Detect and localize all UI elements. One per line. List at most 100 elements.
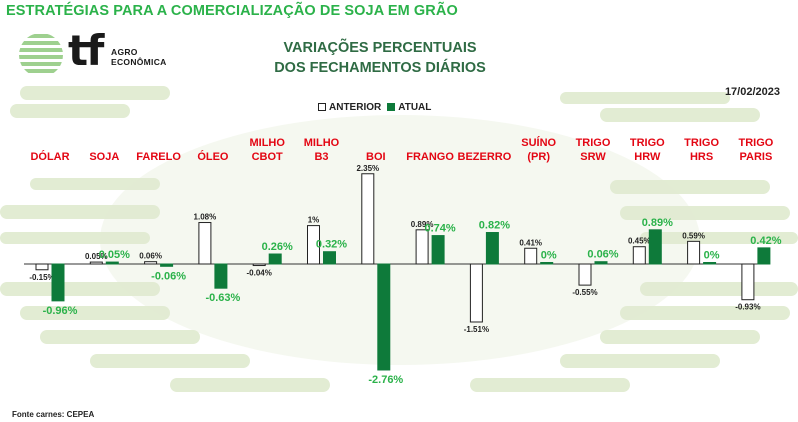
- background-band-6: [0, 205, 160, 219]
- bar-atual: [51, 263, 65, 302]
- data-label-anterior: 0.45%: [628, 237, 651, 246]
- bar-anterior: [469, 263, 483, 323]
- data-label-atual: 0.06%: [587, 249, 618, 261]
- background-band-19: [470, 378, 630, 392]
- bar-atual: [377, 263, 391, 371]
- page-title: ESTRATÉGIAS PARA A COMERCIALIZAÇÃO DE SO…: [6, 3, 458, 19]
- background-band-11: [640, 282, 798, 296]
- data-label-atual: 0.82%: [479, 220, 510, 232]
- logo-line-1: AGRO: [111, 47, 138, 57]
- background-ellipse: [100, 115, 700, 365]
- background-band-15: [600, 330, 760, 344]
- data-label-anterior: 2.35%: [356, 164, 379, 173]
- bar-anterior: [415, 229, 429, 265]
- logo-line-2: ECONÔMICA: [111, 57, 167, 67]
- category-label: FARELO: [136, 151, 181, 163]
- data-label-anterior: 0.59%: [682, 231, 705, 240]
- data-label-anterior: 1%: [308, 216, 320, 225]
- bar-anterior: [687, 240, 701, 265]
- data-label-anterior: -0.15%: [29, 273, 54, 282]
- bar-atual: [160, 263, 174, 267]
- category-label: HRW: [634, 151, 661, 163]
- logo-mark-text: tf: [68, 26, 104, 75]
- bar-atual: [323, 251, 336, 265]
- data-label-atual: 0.05%: [99, 249, 130, 261]
- logo-stripes-icon: [19, 34, 63, 73]
- background-band-18: [170, 378, 330, 392]
- data-label-atual: 0.26%: [262, 241, 293, 253]
- bar-atual: [540, 262, 554, 265]
- legend-label-anterior: ANTERIOR: [329, 102, 382, 113]
- legend-swatch-green-icon: [387, 103, 396, 111]
- background-band-5: [610, 180, 770, 194]
- category-label: SOJA: [89, 151, 119, 163]
- category-label: B3: [314, 151, 328, 163]
- category-label: BOI: [366, 151, 386, 163]
- data-label-atual: 0%: [704, 250, 720, 262]
- bar-atual: [485, 232, 499, 265]
- bar-anterior: [361, 173, 375, 265]
- legend-label-atual: ATUAL: [398, 102, 432, 113]
- data-label-anterior: -1.51%: [464, 325, 489, 334]
- data-label-atual: 0.89%: [642, 217, 673, 229]
- category-label: TRIGO: [738, 137, 773, 149]
- bar-atual: [214, 263, 228, 289]
- data-label-atual: 0.74%: [424, 223, 455, 235]
- category-label: (PR): [527, 151, 550, 163]
- category-label: TRIGO: [630, 137, 665, 149]
- background-band-1: [10, 104, 130, 118]
- category-label: HRS: [690, 151, 713, 163]
- bar-atual: [268, 253, 282, 265]
- data-label-anterior: -0.93%: [735, 303, 760, 312]
- background-band-10: [0, 282, 160, 296]
- category-label: MILHO: [304, 137, 340, 149]
- data-label-atual: 0.42%: [750, 235, 781, 247]
- bar-anterior: [35, 263, 49, 271]
- bar-anterior: [632, 246, 646, 265]
- bar-anterior: [198, 222, 212, 265]
- category-label: PARIS: [739, 151, 772, 163]
- chart-title: VARIAÇÕES PERCENTUAIS DOS FECHAMENTOS DI…: [230, 38, 530, 78]
- category-label: SUÍNO: [521, 136, 556, 149]
- background-band-12: [20, 306, 170, 320]
- data-label-anterior: 1.08%: [194, 213, 217, 222]
- category-label: CBOT: [252, 151, 283, 163]
- background-band-0: [20, 86, 170, 100]
- category-label: TRIGO: [684, 137, 719, 149]
- background-band-17: [560, 354, 720, 368]
- bar-anterior: [578, 263, 592, 286]
- bar-anterior: [252, 263, 266, 267]
- background-band-9: [640, 232, 798, 244]
- data-label-anterior: 0.06%: [139, 252, 162, 261]
- data-label-atual: 0%: [541, 250, 557, 262]
- background-band-4: [30, 178, 160, 190]
- bar-atual: [105, 261, 119, 265]
- logo-subtitle: AGRO ECONÔMICA: [111, 47, 167, 67]
- background-band-16: [90, 354, 250, 368]
- background-band-3: [600, 108, 760, 122]
- background-band-2: [560, 92, 730, 104]
- data-label-anterior: -0.04%: [247, 269, 272, 278]
- chart-legend: ANTERIOR ATUAL: [318, 102, 431, 113]
- category-label: MILHO: [249, 137, 285, 149]
- chart-title-line-2: DOS FECHAMENTOS DIÁRIOS: [274, 60, 486, 76]
- date-label: 17/02/2023: [724, 86, 780, 98]
- legend-swatch-white-icon: [318, 103, 326, 111]
- bar-atual: [648, 229, 662, 265]
- background-band-13: [620, 306, 790, 320]
- bar-anterior: [89, 261, 103, 265]
- data-label-anterior: 0.89%: [411, 220, 434, 229]
- bar-atual: [594, 261, 608, 265]
- bar-atual: [431, 235, 445, 265]
- data-label-anterior: 0.41%: [519, 238, 542, 247]
- data-label-anterior: 0.05%: [85, 252, 108, 261]
- company-logo: tf AGRO ECONÔMICA: [18, 26, 183, 78]
- data-label-atual: 0.32%: [316, 239, 347, 251]
- data-label-atual: -0.06%: [151, 270, 186, 282]
- bar-atual: [757, 247, 771, 265]
- category-label: FRANGO: [406, 151, 454, 163]
- category-label: ÓLEO: [197, 150, 229, 163]
- data-label-atual: -0.96%: [43, 305, 78, 317]
